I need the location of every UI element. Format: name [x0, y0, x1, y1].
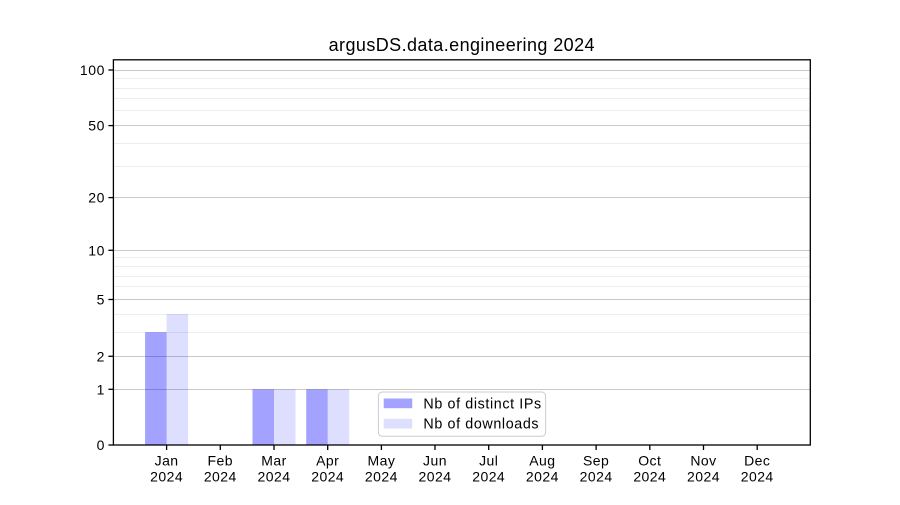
svg-text:0: 0	[97, 437, 105, 453]
svg-text:2024: 2024	[526, 469, 559, 485]
svg-text:2024: 2024	[580, 469, 613, 485]
svg-text:Nb of downloads: Nb of downloads	[423, 417, 539, 433]
svg-text:Sep: Sep	[583, 453, 609, 469]
svg-text:2024: 2024	[472, 469, 505, 485]
svg-text:100: 100	[80, 62, 105, 78]
svg-text:Aug: Aug	[529, 453, 555, 469]
svg-text:1: 1	[97, 381, 105, 397]
svg-text:2024: 2024	[258, 469, 291, 485]
svg-text:Nov: Nov	[690, 453, 716, 469]
svg-text:2024: 2024	[365, 469, 398, 485]
svg-text:Jun: Jun	[423, 453, 447, 469]
svg-text:2: 2	[97, 348, 105, 364]
svg-text:50: 50	[88, 118, 105, 134]
svg-text:2024: 2024	[687, 469, 720, 485]
svg-text:10: 10	[88, 242, 105, 258]
svg-text:2024: 2024	[311, 469, 344, 485]
svg-text:2024: 2024	[204, 469, 237, 485]
svg-text:May: May	[367, 453, 395, 469]
svg-text:Nb of distinct IPs: Nb of distinct IPs	[423, 396, 541, 412]
svg-text:argusDS.data.engineering 2024: argusDS.data.engineering 2024	[329, 35, 595, 55]
svg-text:Feb: Feb	[208, 453, 233, 469]
svg-text:Jan: Jan	[155, 453, 179, 469]
svg-text:2024: 2024	[150, 469, 183, 485]
svg-text:20: 20	[88, 190, 105, 206]
svg-text:Dec: Dec	[744, 453, 770, 469]
svg-text:Apr: Apr	[316, 453, 339, 469]
svg-text:5: 5	[97, 292, 105, 308]
svg-text:Mar: Mar	[261, 453, 286, 469]
svg-text:2024: 2024	[633, 469, 666, 485]
svg-text:2024: 2024	[419, 469, 452, 485]
svg-text:2024: 2024	[741, 469, 774, 485]
svg-text:Oct: Oct	[638, 453, 661, 469]
svg-text:Jul: Jul	[479, 453, 498, 469]
